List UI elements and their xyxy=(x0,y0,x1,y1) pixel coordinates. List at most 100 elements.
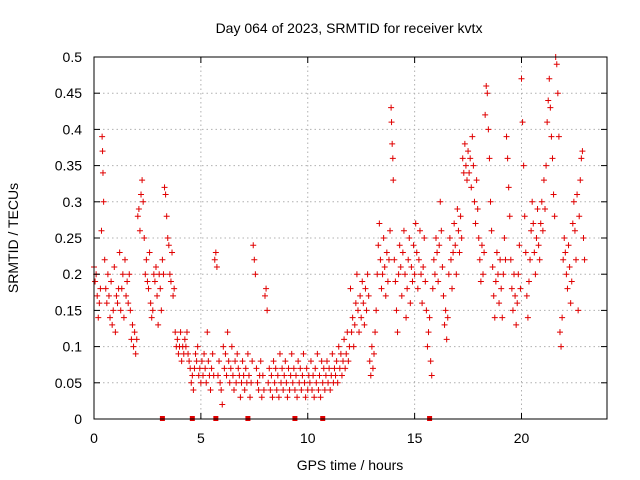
data-point xyxy=(460,169,467,176)
data-point xyxy=(337,350,344,357)
data-point xyxy=(480,271,487,278)
data-point xyxy=(442,307,449,314)
data-point xyxy=(512,292,519,299)
data-point xyxy=(249,358,256,365)
data-point xyxy=(271,379,278,386)
data-point xyxy=(427,358,434,365)
data-point xyxy=(252,271,259,278)
data-point xyxy=(392,278,399,285)
data-point xyxy=(131,329,138,336)
data-point xyxy=(128,336,135,343)
data-point xyxy=(540,177,547,184)
data-point xyxy=(114,300,121,307)
data-point xyxy=(142,271,149,278)
data-point xyxy=(388,104,395,111)
data-point xyxy=(276,350,283,357)
data-point xyxy=(421,235,428,241)
data-point xyxy=(525,278,532,285)
data-point xyxy=(292,372,299,379)
data-point xyxy=(576,213,583,220)
data-point xyxy=(578,155,585,162)
data-point xyxy=(567,300,574,307)
data-point xyxy=(159,256,166,263)
data-point xyxy=(295,358,302,365)
data-point xyxy=(224,329,231,336)
data-point xyxy=(136,227,143,234)
data-point xyxy=(296,379,303,386)
data-point xyxy=(505,184,512,191)
data-point xyxy=(444,314,451,321)
data-point xyxy=(366,358,373,365)
data-point xyxy=(315,387,322,394)
data-point xyxy=(354,307,361,314)
data-point xyxy=(171,285,178,292)
data-point xyxy=(297,365,304,372)
data-point xyxy=(581,256,588,263)
data-point xyxy=(198,358,205,365)
data-point xyxy=(301,379,308,386)
data-point xyxy=(438,227,445,234)
data-point xyxy=(207,387,214,394)
data-point xyxy=(472,220,479,227)
data-point xyxy=(300,350,307,357)
data-point xyxy=(475,235,482,241)
data-point xyxy=(312,365,319,372)
data-point xyxy=(569,220,576,227)
data-point xyxy=(521,213,528,220)
data-point xyxy=(152,263,159,270)
data-point xyxy=(565,242,572,249)
data-point xyxy=(160,271,167,278)
data-point xyxy=(484,90,491,97)
data-point xyxy=(508,285,515,292)
data-point xyxy=(382,292,389,299)
data-point xyxy=(350,343,357,350)
data-point xyxy=(498,285,505,292)
x-tick-label: 15 xyxy=(407,430,423,446)
data-point xyxy=(116,249,123,256)
data-point xyxy=(361,321,368,328)
data-point xyxy=(473,177,480,184)
data-point xyxy=(434,249,441,256)
data-point xyxy=(140,198,147,205)
data-point xyxy=(494,271,501,278)
data-point xyxy=(214,372,221,379)
data-point xyxy=(129,321,136,328)
data-point xyxy=(291,387,298,394)
data-point xyxy=(147,300,154,307)
data-point xyxy=(363,307,370,314)
data-point xyxy=(310,372,317,379)
data-point xyxy=(396,242,403,249)
data-point xyxy=(362,285,369,292)
data-point xyxy=(426,314,433,321)
y-tick-label: 0.3 xyxy=(63,194,83,210)
data-point xyxy=(263,285,270,292)
data-point xyxy=(466,169,473,176)
data-point xyxy=(352,300,359,307)
data-point xyxy=(545,97,552,104)
data-point xyxy=(121,256,128,263)
data-point xyxy=(320,365,327,372)
data-point xyxy=(504,155,511,162)
data-point xyxy=(124,278,131,285)
data-point xyxy=(333,358,340,365)
data-point xyxy=(151,278,158,285)
data-point xyxy=(280,387,287,394)
data-point xyxy=(357,292,364,299)
data-point xyxy=(235,365,242,372)
data-point xyxy=(237,394,244,401)
data-point xyxy=(348,329,355,336)
data-point xyxy=(371,350,378,357)
data-point xyxy=(327,387,334,394)
data-point xyxy=(573,256,580,263)
data-point xyxy=(477,278,484,285)
data-point xyxy=(353,271,360,278)
data-point xyxy=(487,198,494,205)
data-point xyxy=(506,213,513,220)
data-point xyxy=(376,220,383,227)
data-point xyxy=(458,235,465,241)
data-point xyxy=(254,379,261,386)
data-point xyxy=(326,365,333,372)
data-point xyxy=(359,278,366,285)
data-point xyxy=(501,235,508,241)
data-point xyxy=(203,379,210,386)
